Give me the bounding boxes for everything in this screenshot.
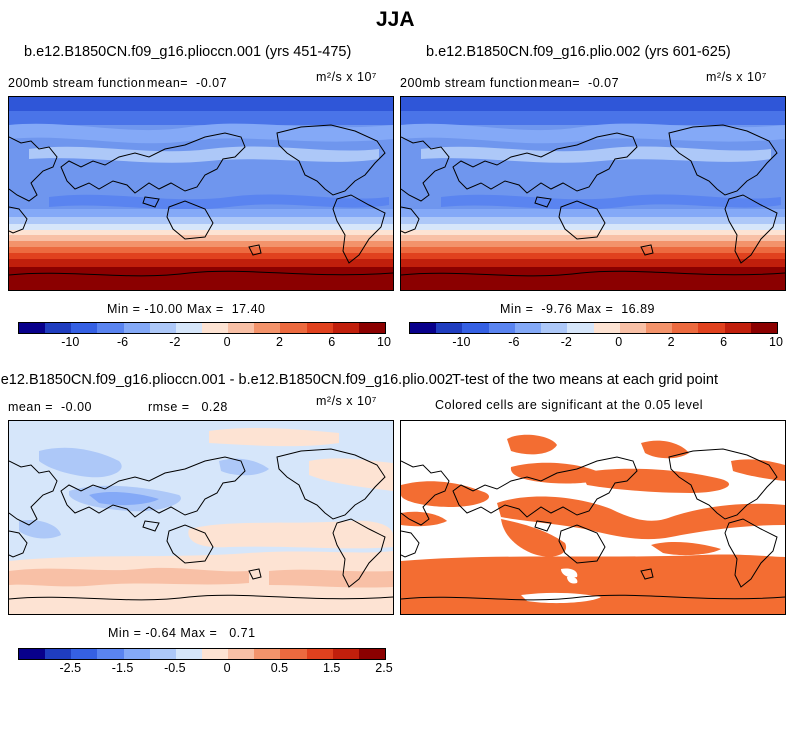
mean-readout-top-right: mean= -0.07 <box>539 76 620 90</box>
colorbar-bottom-left <box>18 648 386 660</box>
colorbar-swatch <box>306 649 333 659</box>
colorbar-swatch <box>19 323 46 333</box>
map-top-left <box>8 96 394 291</box>
colorbar-top-right <box>409 322 778 334</box>
colorbar-swatch <box>254 323 281 333</box>
colorbar-swatch <box>149 649 176 659</box>
panel-title-top-right: b.e12.B1850CN.f09_g16.plio.002 (yrs 601-… <box>426 44 731 60</box>
panel-subtitle-bottom-right: Colored cells are significant at the 0.0… <box>435 398 704 412</box>
colorbar-swatch <box>71 649 98 659</box>
colorbar-swatch <box>436 323 463 333</box>
map-top-left-svg <box>9 97 393 290</box>
colorbar-swatch <box>280 323 307 333</box>
colorbar-swatch <box>358 323 385 333</box>
colorbar-tick-label: -0.5 <box>164 661 186 675</box>
colorbar-tick-label: 6 <box>328 335 336 349</box>
colorbar-swatch <box>698 323 725 333</box>
field-label-top-left: 200mb stream function <box>8 76 146 90</box>
map-top-right-svg <box>401 97 785 290</box>
colorbar-swatch <box>541 323 568 333</box>
colorbar-tick-label: -10 <box>61 335 80 349</box>
units-top-right: m²/s x 10⁷ <box>706 70 767 84</box>
panel-title-bottom-left: b.e12.B1850CN.f09_g16.plioccn.001 - b.e1… <box>0 372 453 388</box>
colorbar-swatch <box>97 323 124 333</box>
colorbar-swatch <box>19 649 46 659</box>
colorbar-swatch <box>672 323 699 333</box>
colorbar-tick-label: -6 <box>117 335 129 349</box>
units-bottom-left: m²/s x 10⁷ <box>316 394 377 408</box>
colorbar-tick-label: -2 <box>169 335 181 349</box>
map-bottom-right <box>400 420 786 615</box>
panel-title-bottom-left-clip: b.e12.B1850CN.f09_g16.plioccn.001 - b.e1… <box>0 370 453 390</box>
mean-readout-top-left: mean= -0.07 <box>147 76 228 90</box>
colorbar-swatch <box>123 649 150 659</box>
colorbar-swatch <box>123 323 150 333</box>
colorbar-swatch <box>45 649 72 659</box>
colorbar-swatch <box>45 323 72 333</box>
minmax-top-right: Min = -9.76 Max = 16.89 <box>500 302 655 316</box>
colorbar-tick-label: -6 <box>508 335 520 349</box>
colorbar-swatch <box>645 323 673 333</box>
field-label-top-right: 200mb stream function <box>400 76 538 90</box>
figure-title: JJA <box>376 8 415 31</box>
colorbar-swatch <box>462 323 489 333</box>
colorbar-swatch <box>280 649 307 659</box>
colorbar-tick-label: 2.5 <box>375 661 393 675</box>
colorbar-swatch <box>306 323 333 333</box>
rmse-readout-bottom-left: rmse = 0.28 <box>148 400 228 414</box>
colorbar-tick-label: -2 <box>560 335 572 349</box>
colorbar-tick-label: -1.5 <box>111 661 134 675</box>
colorbar-swatch <box>488 323 515 333</box>
map-bottom-left-svg <box>9 421 393 614</box>
colorbar-swatch <box>410 323 437 333</box>
colorbar-swatch <box>228 649 255 659</box>
colorbar-swatch <box>567 323 594 333</box>
colorbar-swatch <box>201 323 229 333</box>
colorbar-tick-label: 0.5 <box>270 661 289 675</box>
colorbar-swatch <box>593 323 620 333</box>
colorbar-tick-label: 0 <box>223 335 231 349</box>
colorbar-tick-label: 0 <box>223 661 231 675</box>
colorbar-tick-label: 1.5 <box>323 661 341 675</box>
colorbar-tick-label: 0 <box>615 335 623 349</box>
colorbar-swatch <box>358 649 385 659</box>
units-top-left: m²/s x 10⁷ <box>316 70 377 84</box>
colorbar-swatch <box>514 323 542 333</box>
colorbar-swatch <box>332 323 359 333</box>
colorbar-swatch <box>332 649 359 659</box>
map-bottom-right-svg <box>401 421 785 614</box>
mean-readout-bottom-left: mean = -0.00 <box>8 400 92 414</box>
colorbar-top-left <box>18 322 386 334</box>
colorbar-swatch <box>149 323 176 333</box>
colorbar-swatch <box>619 323 646 333</box>
colorbar-tick-label: 10 <box>377 335 391 349</box>
colorbar-swatch <box>175 649 202 659</box>
panel-title-top-left: b.e12.B1850CN.f09_g16.plioccn.001 (yrs 4… <box>24 44 352 60</box>
colorbar-swatch <box>228 323 255 333</box>
colorbar-swatch <box>71 323 98 333</box>
colorbar-swatch <box>254 649 281 659</box>
colorbar-tick-label: -2.5 <box>59 661 82 675</box>
minmax-top-left: Min = -10.00 Max = 17.40 <box>107 302 266 316</box>
panel-title-bottom-right: T-test of the two means at each grid poi… <box>452 372 718 388</box>
colorbar-swatch <box>175 323 202 333</box>
minmax-bottom-left: Min = -0.64 Max = 0.71 <box>108 626 256 640</box>
colorbar-tick-label: 2 <box>275 335 283 349</box>
colorbar-swatch <box>724 323 751 333</box>
colorbar-tick-label: 6 <box>720 335 728 349</box>
colorbar-tick-label: 10 <box>769 335 783 349</box>
colorbar-tick-label: -10 <box>452 335 471 349</box>
colorbar-swatch <box>750 323 778 333</box>
colorbar-tick-label: 2 <box>667 335 675 349</box>
map-top-right <box>400 96 786 291</box>
colorbar-swatch <box>97 649 124 659</box>
map-bottom-left <box>8 420 394 615</box>
colorbar-swatch <box>201 649 229 659</box>
